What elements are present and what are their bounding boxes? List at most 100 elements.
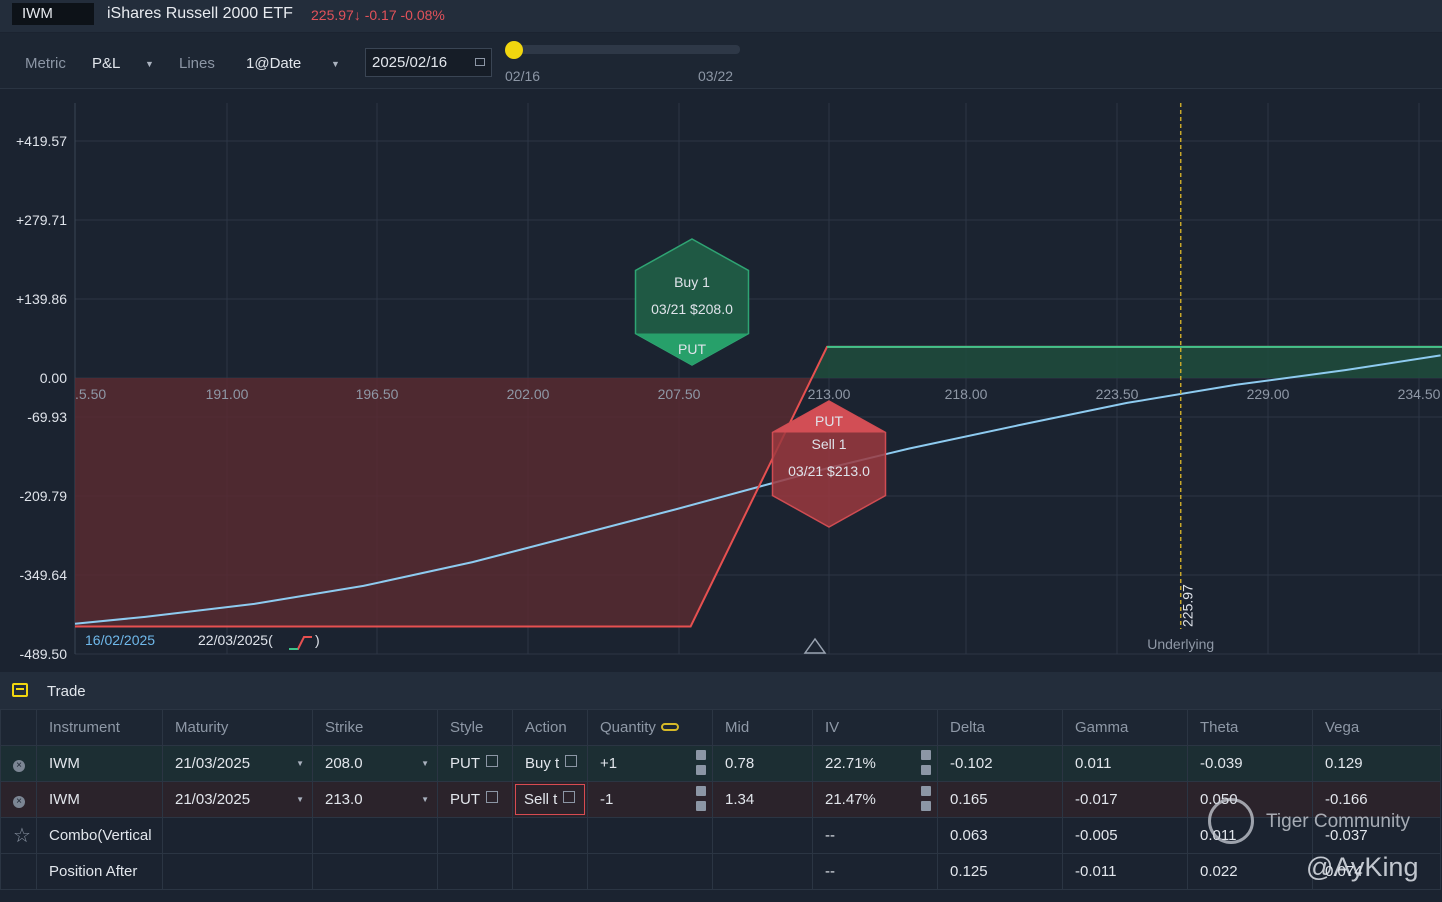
toggle-icon[interactable] (565, 755, 578, 767)
metric-label: Metric (25, 55, 66, 72)
strike-select[interactable]: 213.0 ▼ (312, 781, 438, 818)
empty-cell (587, 817, 713, 854)
y-tick-label: +419.57 (16, 133, 67, 149)
x-tick-label: 196.50 (356, 386, 399, 402)
maturity-select[interactable]: 21/03/2025 ▼ (162, 781, 313, 818)
y-tick-label: +279.71 (16, 212, 67, 228)
x-tick-label: .5.50 (75, 386, 106, 402)
maturity-value: 21/03/2025 (175, 791, 251, 808)
column-header: Maturity (162, 709, 313, 746)
watermark-brand: Tiger Community (1266, 811, 1410, 832)
slider-end-label: 03/22 (698, 68, 734, 84)
favorite-cell[interactable]: ☆ (0, 817, 37, 854)
trade-icon[interactable] (12, 683, 28, 697)
column-header: Mid (712, 709, 813, 746)
stepper-arrows-icon[interactable] (696, 786, 706, 814)
metric-select[interactable]: P&L (92, 55, 121, 72)
vega-cell: -0.037 (1312, 817, 1441, 854)
lines-select[interactable]: 1@Date (246, 55, 302, 72)
pnl-chart[interactable]: +419.57 +279.71 +139.86 0.00 -69.93 -209.79 -3… (0, 89, 1442, 671)
action-toggle[interactable]: Sell t (512, 781, 588, 818)
toggle-icon[interactable] (563, 791, 576, 803)
close-icon[interactable]: × (13, 760, 25, 772)
x-tick-label: 234.50 (1398, 386, 1441, 402)
action-box[interactable]: Sell t (515, 784, 585, 815)
quantity-stepper[interactable]: +1 (587, 745, 713, 782)
position-after-row: Position After -- 0.125 -0.011 0.022 0.0… (0, 853, 1441, 890)
star-icon[interactable]: ☆ (13, 825, 31, 847)
remove-cell[interactable]: × (0, 781, 37, 818)
iv-stepper[interactable]: 22.71% (812, 745, 938, 782)
date-slider[interactable] (508, 45, 740, 54)
slider-handle[interactable] (505, 41, 523, 59)
chevron-down-icon[interactable]: ▼ (421, 759, 429, 768)
leg-type-band (772, 401, 886, 433)
y-tick-label: -69.93 (27, 409, 67, 425)
x-tick-label: 223.50 (1096, 386, 1139, 402)
empty-cell (312, 817, 438, 854)
chevron-down-icon[interactable]: ▼ (296, 759, 304, 768)
legend-expiry-close: ) (315, 632, 320, 648)
close-icon[interactable]: × (13, 796, 25, 808)
link-icon[interactable] (660, 723, 679, 731)
maturity-select[interactable]: 21/03/2025 ▼ (162, 745, 313, 782)
calendar-icon[interactable] (475, 58, 485, 66)
control-bar (0, 33, 1442, 89)
maturity-value: 21/03/2025 (175, 755, 251, 772)
lines-label: Lines (179, 55, 215, 72)
x-tick-label: 191.00 (206, 386, 249, 402)
instrument-cell: IWM (36, 781, 163, 818)
date-input[interactable]: 2025/02/16 (365, 48, 492, 77)
empty-cell (512, 853, 588, 890)
empty-cell (512, 817, 588, 854)
vega-cell: -0.166 (1312, 781, 1441, 818)
leg-detail-label: 03/21 $213.0 (788, 463, 870, 479)
style-toggle[interactable]: PUT (437, 745, 513, 782)
delta-cell: 0.125 (937, 853, 1063, 890)
chevron-down-icon[interactable]: ▼ (145, 59, 154, 69)
delta-cell: -0.102 (937, 745, 1063, 782)
date-value: 2025/02/16 (372, 54, 448, 71)
theta-cell: 0.022 (1187, 853, 1313, 890)
leg-side-label: Sell 1 (811, 436, 846, 452)
style-toggle[interactable]: PUT (437, 781, 513, 818)
loss-area (75, 378, 812, 627)
x-tick-label: 207.50 (658, 386, 701, 402)
column-header: Strike (312, 709, 438, 746)
column-header-quantity: Quantity (587, 709, 713, 746)
vega-cell: 0.074 (1312, 853, 1441, 890)
iv-cell: -- (812, 817, 938, 854)
stepper-arrows-icon[interactable] (921, 786, 931, 814)
column-header: Action (512, 709, 588, 746)
iv-value: 22.71% (825, 755, 876, 772)
top-bar (0, 0, 1442, 32)
triangle-icon[interactable] (803, 637, 827, 654)
stepper-arrows-icon[interactable] (921, 750, 931, 778)
leg-detail-label: 03/21 $208.0 (651, 301, 733, 317)
column-header: Quantity (600, 719, 656, 736)
combo-label: Combo(Vertical (36, 817, 163, 854)
empty-cell (587, 853, 713, 890)
mid-cell: 0.78 (712, 745, 813, 782)
empty-cell (162, 817, 313, 854)
leg-type-band (635, 333, 749, 365)
y-tick-label: 0.00 (40, 370, 67, 386)
quantity-stepper[interactable]: -1 (587, 781, 713, 818)
strike-select[interactable]: 208.0 ▼ (312, 745, 438, 782)
iv-stepper[interactable]: 21.47% (812, 781, 938, 818)
delta-cell: 0.063 (937, 817, 1063, 854)
stepper-arrows-icon[interactable] (696, 750, 706, 778)
column-header: Theta (1187, 709, 1313, 746)
chevron-down-icon[interactable]: ▼ (331, 59, 340, 69)
chevron-down-icon[interactable]: ▼ (421, 795, 429, 804)
symbol-box[interactable]: IWM (12, 3, 94, 25)
chevron-down-icon[interactable]: ▼ (296, 795, 304, 804)
underlying-price-label: 225.97 (1180, 584, 1196, 627)
toggle-icon[interactable] (486, 791, 498, 803)
action-toggle[interactable]: Buy t (512, 745, 588, 782)
toggle-icon[interactable] (486, 755, 498, 767)
remove-cell[interactable]: × (0, 745, 37, 782)
style-value: PUT (450, 791, 480, 808)
empty-cell (437, 817, 513, 854)
column-header: IV (812, 709, 938, 746)
